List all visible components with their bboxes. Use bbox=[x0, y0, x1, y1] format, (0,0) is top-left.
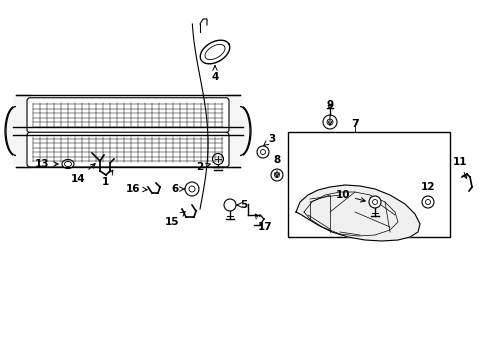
Text: 2: 2 bbox=[196, 162, 210, 172]
Circle shape bbox=[189, 186, 195, 192]
Circle shape bbox=[368, 196, 380, 208]
Circle shape bbox=[274, 172, 279, 177]
Ellipse shape bbox=[228, 106, 251, 156]
Circle shape bbox=[212, 154, 223, 165]
Circle shape bbox=[424, 200, 430, 205]
Text: 4: 4 bbox=[211, 66, 218, 82]
Bar bbox=[13, 97, 242, 165]
Circle shape bbox=[260, 150, 265, 155]
Text: 8: 8 bbox=[273, 155, 280, 177]
FancyBboxPatch shape bbox=[27, 98, 228, 132]
Ellipse shape bbox=[5, 106, 27, 156]
Text: 6: 6 bbox=[171, 184, 184, 194]
Text: 15: 15 bbox=[165, 212, 185, 227]
Circle shape bbox=[271, 169, 283, 181]
Text: 13: 13 bbox=[35, 159, 58, 169]
Circle shape bbox=[257, 146, 269, 158]
Circle shape bbox=[322, 115, 336, 129]
Circle shape bbox=[326, 119, 333, 125]
Text: 9: 9 bbox=[326, 100, 333, 125]
Circle shape bbox=[184, 182, 198, 196]
Ellipse shape bbox=[64, 161, 71, 166]
Text: 5: 5 bbox=[237, 200, 247, 210]
Text: 3: 3 bbox=[263, 134, 275, 146]
Polygon shape bbox=[295, 185, 419, 241]
Text: 12: 12 bbox=[420, 182, 434, 204]
Text: 14: 14 bbox=[71, 164, 95, 184]
Text: 11: 11 bbox=[452, 157, 466, 178]
Circle shape bbox=[372, 200, 377, 205]
Text: 7: 7 bbox=[350, 119, 358, 129]
Text: 16: 16 bbox=[125, 184, 147, 194]
FancyBboxPatch shape bbox=[27, 132, 228, 167]
Circle shape bbox=[421, 196, 433, 208]
Ellipse shape bbox=[62, 160, 74, 169]
Text: 17: 17 bbox=[255, 214, 272, 232]
Text: 1: 1 bbox=[101, 170, 113, 187]
Circle shape bbox=[224, 199, 236, 211]
Text: 10: 10 bbox=[335, 190, 364, 202]
Bar bbox=[287, 132, 449, 237]
